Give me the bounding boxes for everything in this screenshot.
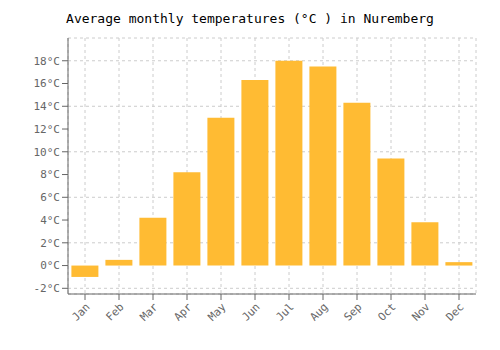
svg-text:12°C: 12°C: [34, 123, 61, 136]
svg-text:May: May: [205, 300, 229, 324]
svg-text:2°C: 2°C: [40, 237, 60, 250]
svg-text:14°C: 14°C: [34, 100, 61, 113]
svg-text:16°C: 16°C: [34, 77, 61, 90]
svg-text:0°C: 0°C: [40, 259, 60, 272]
svg-text:Apr: Apr: [171, 300, 195, 324]
svg-text:4°C: 4°C: [40, 214, 60, 227]
svg-text:6°C: 6°C: [40, 191, 60, 204]
svg-text:10°C: 10°C: [34, 146, 61, 159]
svg-text:Jan: Jan: [69, 300, 92, 323]
svg-text:Mar: Mar: [137, 300, 161, 324]
svg-text:8°C: 8°C: [40, 168, 60, 181]
svg-text:Jun: Jun: [239, 300, 262, 323]
svg-text:Nov: Nov: [409, 300, 433, 324]
svg-text:Sep: Sep: [341, 300, 364, 323]
svg-text:Aug: Aug: [307, 300, 330, 323]
svg-text:Oct: Oct: [375, 300, 398, 323]
svg-text:18°C: 18°C: [34, 55, 61, 68]
svg-text:Feb: Feb: [103, 300, 126, 323]
svg-text:-2°C: -2°C: [34, 282, 61, 295]
svg-text:Dec: Dec: [443, 300, 466, 323]
svg-text:Jul: Jul: [273, 300, 296, 323]
html-text:Average monthly temperatures (: Average monthly temperatures (°C ) in Nu…: [66, 11, 434, 26]
